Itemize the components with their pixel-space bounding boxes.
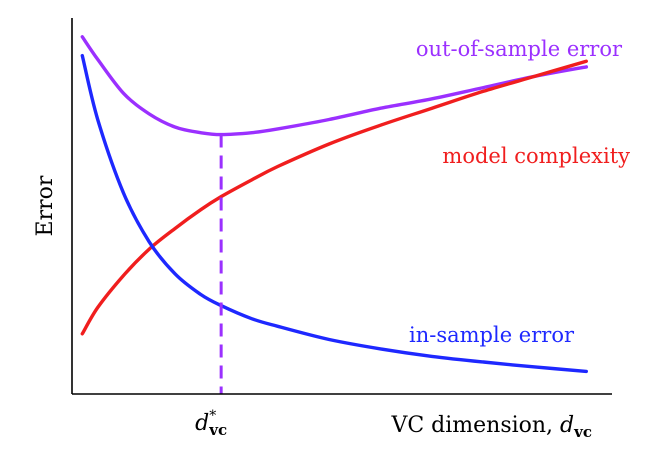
x-axis-label-text: VC dimension, bbox=[390, 413, 560, 438]
series-line-out-of-sample-error bbox=[80, 35, 588, 137]
series-label-in-sample-error: in-sample error bbox=[409, 323, 575, 347]
series-line-in-sample-error bbox=[80, 53, 588, 374]
x-axis-label: VC dimension, dvc bbox=[390, 413, 592, 441]
x-axis-label-var: d bbox=[560, 413, 574, 438]
y-axis-label: Error bbox=[33, 175, 58, 236]
x-tick-label-optimal: d* vc bbox=[195, 408, 227, 439]
label-layer: Error VC dimension, dvc out-of-sample er… bbox=[33, 37, 630, 441]
axes-layer bbox=[71, 18, 612, 395]
series-label-model-complexity: model complexity bbox=[442, 144, 630, 168]
x-axis-label-sub: vc bbox=[573, 423, 592, 441]
series-line-model-complexity bbox=[80, 59, 588, 336]
series-label-out-of-sample-error: out-of-sample error bbox=[416, 37, 623, 61]
series-layer bbox=[80, 35, 588, 394]
